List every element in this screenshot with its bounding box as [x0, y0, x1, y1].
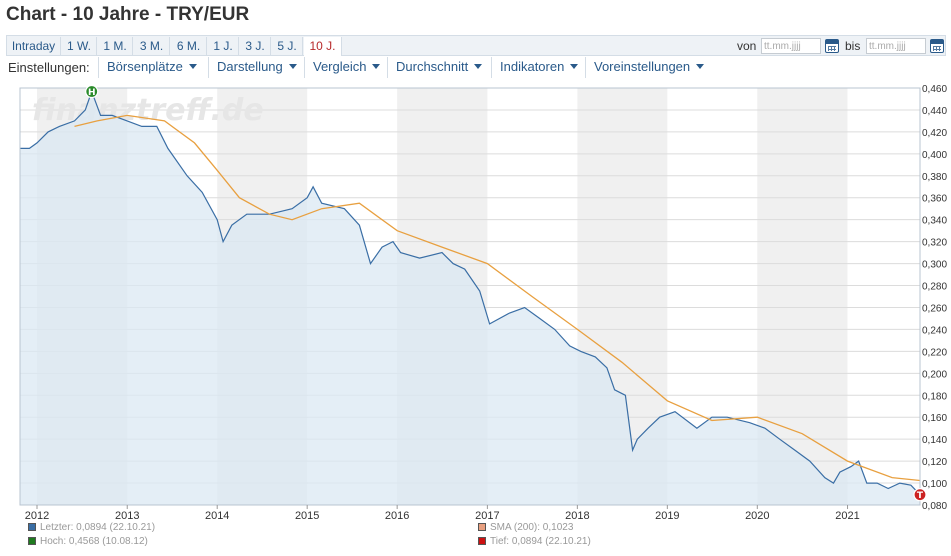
low-marker	[913, 488, 927, 502]
chevron-down-icon	[188, 64, 197, 69]
high-marker	[85, 84, 99, 99]
series-area-letzter	[20, 91, 920, 505]
x-tick-label: 2015	[295, 510, 319, 520]
legend-text: Tief: 0,0894 (22.10.21)	[490, 536, 591, 547]
settings-label: Einstellungen:	[8, 60, 90, 75]
menu-voreinstellungen[interactable]: Voreinstellungen	[585, 57, 705, 78]
legend-text: Letzter: 0,0894 (22.10.21)	[40, 522, 156, 533]
legend-text: Hoch: 0,4568 (10.08.12)	[40, 536, 148, 547]
chevron-down-icon	[288, 64, 297, 69]
menu-label: Darstellung	[217, 59, 283, 74]
menu-label: Durchschnitt	[396, 59, 469, 74]
y-tick-label: 0,360	[922, 194, 947, 205]
series-line-sma	[74, 114, 921, 482]
settings-bar: Einstellungen: Börsenplätze Darstellung …	[6, 57, 946, 78]
x-tick-label: 2019	[655, 510, 679, 520]
x-tick-label: 2016	[385, 510, 409, 520]
y-tick-label: 0,120	[922, 457, 947, 468]
range-button-1m[interactable]: 1 M.	[98, 37, 133, 56]
range-button-5j[interactable]: 5 J.	[272, 37, 303, 56]
y-tick-label: 0,280	[922, 282, 947, 293]
range-button-6m[interactable]: 6 M.	[171, 37, 207, 56]
chevron-down-icon	[570, 64, 579, 69]
plot-border	[19, 87, 921, 506]
y-tick-label: 0,200	[922, 369, 947, 380]
y-tick-label: 0,400	[922, 150, 947, 161]
menu-indikatoren[interactable]: Indikatoren	[491, 57, 579, 78]
menu-label: Indikatoren	[500, 59, 565, 74]
x-tick-label: 2020	[745, 510, 769, 520]
x-tick-label: 2013	[115, 510, 139, 520]
legend-swatch	[478, 523, 486, 531]
calendar-icon[interactable]	[930, 39, 944, 53]
range-button-1j[interactable]: 1 J.	[208, 37, 239, 56]
chevron-down-icon	[372, 64, 381, 69]
x-tick-label: 2021	[835, 510, 859, 520]
legend-swatch	[28, 523, 36, 531]
range-button-intraday[interactable]: Intraday	[7, 37, 61, 56]
y-tick-label: 0,460	[922, 84, 947, 95]
low-marker-label: T	[917, 491, 924, 501]
legend-letzter: Letzter: 0,0894 (22.10.21)	[28, 522, 155, 534]
y-tick-label: 0,380	[922, 172, 947, 183]
legend-swatch	[28, 537, 36, 545]
menu-label: Voreinstellungen	[594, 59, 691, 74]
menu-durchschnitt[interactable]: Durchschnitt	[387, 57, 483, 78]
range-selector: Intraday 1 W. 1 M. 3 M. 6 M. 1 J. 3 J. 5…	[6, 35, 946, 56]
range-button-1w[interactable]: 1 W.	[62, 37, 97, 56]
menu-vergleich[interactable]: Vergleich	[304, 57, 381, 78]
x-tick-label: 2018	[565, 510, 589, 520]
y-tick-label: 0,260	[922, 303, 947, 314]
menu-boersenplaetze[interactable]: Börsenplätze	[98, 57, 197, 78]
legend-sma: SMA (200): 0,1023	[478, 522, 573, 534]
range-button-3m[interactable]: 3 M.	[134, 37, 170, 56]
y-tick-label: 0,440	[922, 106, 947, 117]
von-label: von	[737, 39, 757, 53]
price-chart: finanztreff.de 0,080 0,100 0,120 0,140 0,160 0…	[19, 84, 947, 520]
calendar-icon[interactable]	[825, 39, 839, 53]
range-button-10j[interactable]: 10 J.	[304, 37, 342, 56]
y-tick-label: 0,320	[922, 238, 947, 249]
x-tick-label: 2014	[205, 510, 229, 520]
y-tick-label: 0,300	[922, 260, 947, 271]
legend-swatch	[478, 537, 486, 545]
y-tick-label: 0,340	[922, 216, 947, 227]
y-tick-label: 0,160	[922, 413, 947, 424]
x-tick-label: 2012	[25, 510, 49, 520]
high-marker-label: H	[88, 88, 96, 98]
y-tick-label: 0,180	[922, 391, 947, 402]
menu-label: Vergleich	[313, 59, 367, 74]
watermark: finanztreff.de	[32, 93, 264, 128]
page-title: Chart - 10 Jahre - TRY/EUR	[6, 4, 250, 25]
range-button-3j[interactable]: 3 J.	[240, 37, 271, 56]
bis-label: bis	[845, 39, 861, 53]
bis-date-input[interactable]	[866, 38, 926, 54]
x-tick-label: 2017	[475, 510, 499, 520]
y-tick-label: 0,100	[922, 479, 947, 490]
legend-tief: Tief: 0,0894 (22.10.21)	[478, 536, 591, 548]
y-tick-label: 0,220	[922, 347, 947, 358]
legend-hoch: Hoch: 0,4568 (10.08.12)	[28, 536, 148, 548]
y-tick-label: 0,240	[922, 325, 947, 336]
chevron-down-icon	[474, 64, 483, 69]
series-line-letzter	[20, 89, 921, 496]
von-date-input[interactable]	[761, 38, 821, 54]
menu-label: Börsenplätze	[107, 59, 183, 74]
y-tick-label: 0,140	[922, 435, 947, 446]
y-tick-label: 0,420	[922, 128, 947, 139]
y-tick-label: 0,080	[922, 501, 947, 512]
menu-darstellung[interactable]: Darstellung	[208, 57, 297, 78]
chevron-down-icon	[696, 64, 705, 69]
legend-text: SMA (200): 0,1023	[490, 522, 574, 533]
